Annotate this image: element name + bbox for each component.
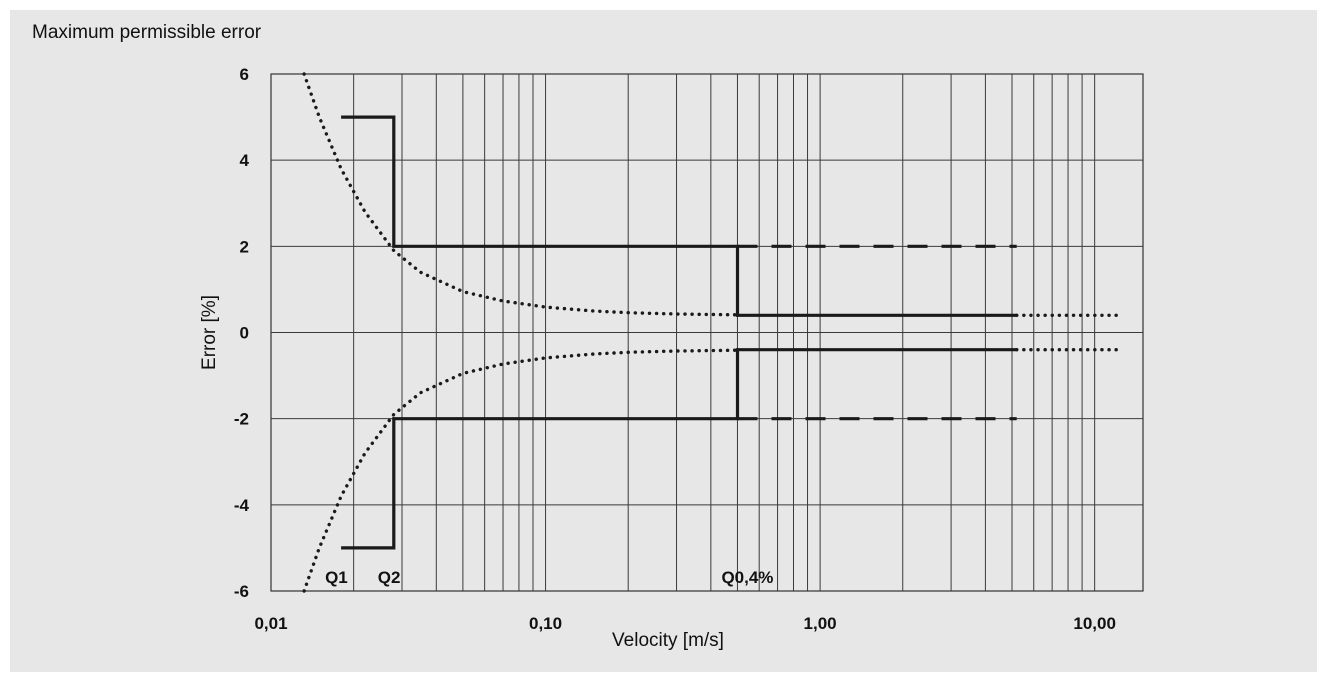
series-line-dotted-7 [302, 72, 740, 317]
x-tick-label: 10,00 [1073, 614, 1116, 633]
x-tick-label: 0,01 [254, 614, 287, 633]
x-tick-label: 0,10 [529, 614, 562, 633]
y-axis-label: Error [%] [199, 295, 220, 370]
series-line-solid-2 [341, 348, 1017, 550]
series-line-dotted-8 [302, 348, 740, 593]
series-group [302, 72, 1119, 593]
y-tick-labels: -6 -4 -2 0 2 4 6 [234, 65, 250, 601]
y-tick-label: 4 [240, 151, 250, 170]
y-tick-label: 2 [240, 237, 249, 256]
annotation-label: Q2 [378, 568, 401, 587]
annotation-label: Q1 [325, 568, 348, 587]
page-title: Maximum permissible error [32, 22, 262, 43]
series-line-solid-1 [341, 115, 1017, 317]
y-tick-label: -4 [234, 496, 250, 515]
x-axis-label: Velocity [m/s] [612, 630, 724, 651]
x-tick-labels: 0,01 0,10 1,00 10,00 [254, 614, 1115, 633]
annotation-label: Q0,4% [721, 568, 773, 587]
grid-lines [270, 73, 1143, 592]
plot-frame [270, 73, 1144, 592]
y-tick-label: -2 [234, 410, 249, 429]
y-tick-label: 0 [240, 324, 249, 343]
chart-panel [10, 10, 1317, 672]
annotations: Q1 Q2 Q0,4% [325, 568, 773, 587]
y-tick-label: 6 [240, 65, 249, 84]
x-tick-label: 1,00 [804, 614, 837, 633]
y-tick-label: -6 [234, 582, 249, 601]
